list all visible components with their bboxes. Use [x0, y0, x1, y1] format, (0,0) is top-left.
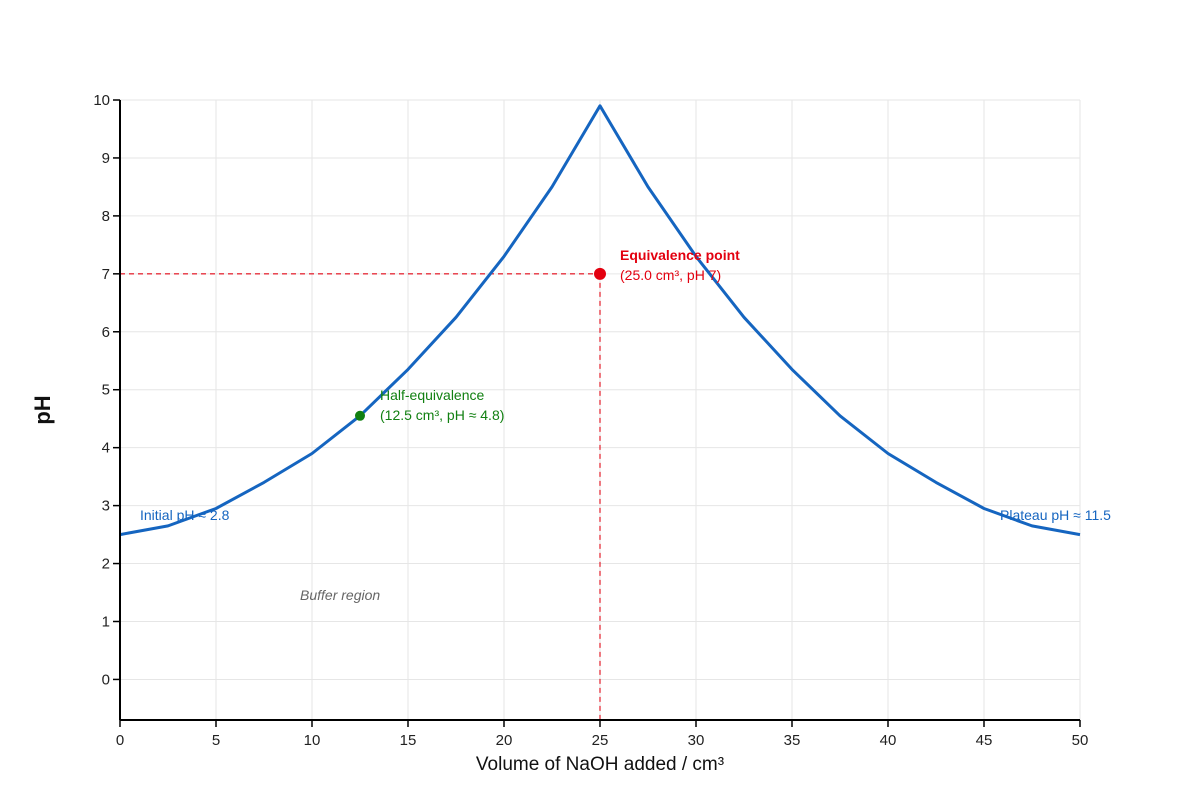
x-axis-title: Volume of NaOH added / cm³ [476, 754, 724, 775]
y-tick-label: 5 [102, 382, 110, 399]
annotations: Equivalence point (25.0 cm³, pH 7) Half-… [140, 247, 1111, 603]
x-tick-label: 45 [976, 732, 993, 749]
plateau-ph-label: Plateau pH ≈ 11.5 [1000, 507, 1111, 523]
x-tick-label: 20 [496, 732, 513, 749]
y-tick-label: 4 [102, 440, 110, 457]
initial-ph-label: Initial pH ≈ 2.8 [140, 507, 230, 523]
guide-lines [120, 273, 601, 720]
y-tick-label: 9 [102, 150, 110, 167]
x-tick-label: 35 [784, 732, 801, 749]
y-tick-label: 6 [102, 324, 110, 341]
x-tick-label: 40 [880, 732, 897, 749]
half-equivalence-detail-label: (12.5 cm³, pH ≈ 4.8) [380, 407, 504, 423]
half-equivalence-title-label: Half-equivalence [380, 387, 484, 403]
y-tick-label: 8 [102, 208, 110, 225]
equivalence-detail-label: (25.0 cm³, pH 7) [620, 267, 721, 283]
equivalence-title-label: Equivalence point [620, 247, 740, 263]
y-tick-label: 3 [102, 498, 110, 515]
x-tick-label: 15 [400, 732, 417, 749]
x-tick-label: 0 [116, 732, 124, 749]
half-equivalence-point [355, 410, 365, 421]
x-tick-label: 30 [688, 732, 705, 749]
x-tick-label: 5 [212, 732, 220, 749]
y-tick-label: 0 [102, 671, 110, 688]
equivalence-point [594, 267, 606, 280]
x-tick-label: 10 [304, 732, 321, 749]
titration-curve [119, 104, 1081, 537]
y-tick-label: 2 [102, 556, 110, 573]
x-tick-label: 25 [592, 732, 609, 749]
y-tick-label: 10 [93, 92, 110, 109]
y-tick-label: 1 [102, 613, 110, 630]
points [355, 267, 606, 421]
y-tick-label: 7 [102, 266, 110, 283]
y-axis-title: pH [30, 395, 55, 424]
series [119, 104, 1081, 537]
buffer-region-label: Buffer region [300, 587, 380, 603]
x-tick-label: 50 [1072, 732, 1089, 749]
